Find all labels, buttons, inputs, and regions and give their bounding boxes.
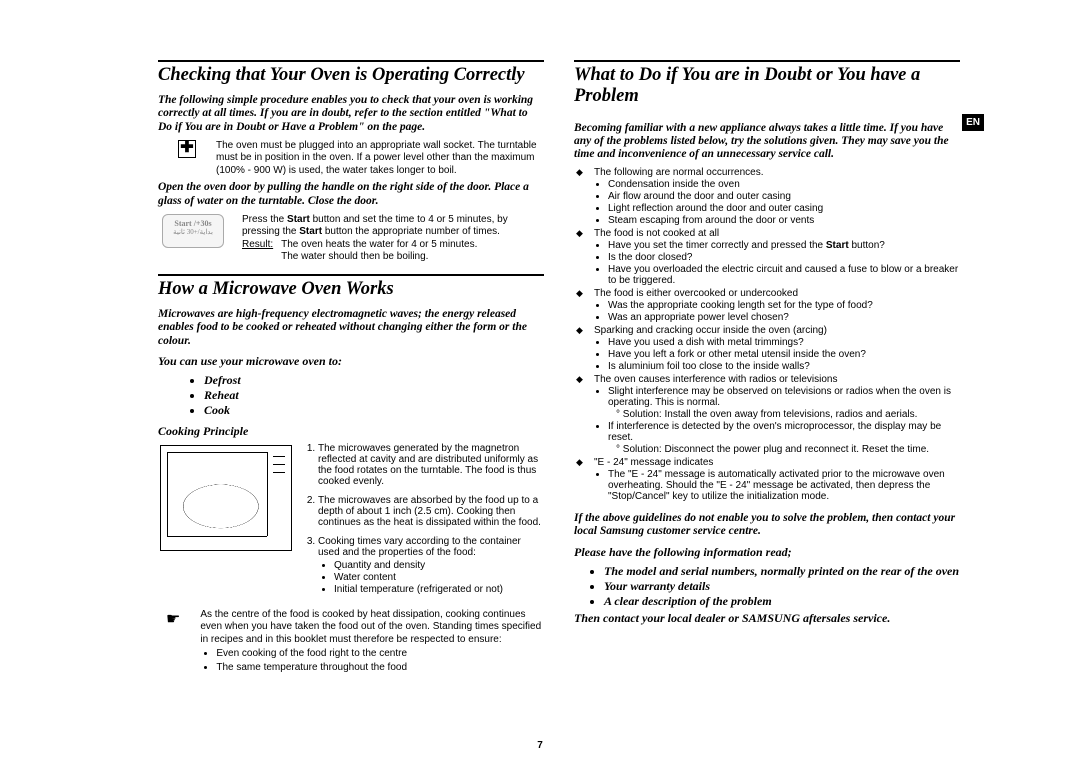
list-item: Quantity and density bbox=[334, 560, 544, 571]
uses-list: Defrost Reheat Cook bbox=[204, 373, 544, 418]
left-column: Checking that Your Oven is Operating Cor… bbox=[158, 58, 544, 743]
list-item: Even cooking of the food right to the ce… bbox=[216, 648, 544, 661]
list-item: Was an appropriate power level chosen? bbox=[608, 312, 960, 323]
trouble-item: Sparking and cracking occur inside the o… bbox=[574, 325, 960, 372]
list-item: Is aluminium foil too close to the insid… bbox=[608, 361, 960, 372]
start-instruction: Start /+30s بداية/+30 ثانية Press the St… bbox=[158, 214, 544, 264]
section-intro: The following simple procedure enables y… bbox=[158, 94, 544, 134]
list-item: Condensation inside the oven bbox=[608, 179, 960, 190]
sub-heading: You can use your microwave oven to: bbox=[158, 354, 544, 369]
pointer-note: ☛ As the centre of the food is cooked by… bbox=[158, 609, 544, 676]
list-item: Cooking times vary according to the cont… bbox=[318, 536, 544, 595]
trouble-item: The food is either overcooked or underco… bbox=[574, 288, 960, 323]
list-item: The model and serial numbers, normally p… bbox=[604, 564, 960, 579]
trouble-item: "E - 24" message indicates The "E - 24" … bbox=[574, 457, 960, 502]
list-item: Is the door closed? bbox=[608, 252, 960, 263]
list-item: Was the appropriate cooking length set f… bbox=[608, 300, 960, 311]
important-note: ✚ The oven must be plugged into an appro… bbox=[158, 140, 544, 178]
list-item: The "E - 24" message is automatically ac… bbox=[608, 469, 960, 502]
troubleshooting-list: The following are normal occurrences. Co… bbox=[574, 167, 960, 502]
food-properties-list: Quantity and density Water content Initi… bbox=[334, 560, 544, 595]
list-item: Have you set the timer correctly and pre… bbox=[608, 240, 960, 251]
list-item: Have you used a dish with metal trimming… bbox=[608, 337, 960, 348]
list-item: The microwaves generated by the magnetro… bbox=[318, 443, 544, 487]
section-heading: How a Microwave Oven Works bbox=[158, 274, 544, 300]
sub-heading: Cooking Principle bbox=[158, 424, 544, 439]
list-item: Have you overloaded the electric circuit… bbox=[608, 264, 960, 286]
closing-text: If the above guidelines do not enable yo… bbox=[574, 512, 960, 538]
section-intro: Microwaves are high-frequency electromag… bbox=[158, 308, 544, 348]
list-item: A clear description of the problem bbox=[604, 594, 960, 609]
note-text: The oven must be plugged into an appropr… bbox=[216, 140, 544, 178]
trouble-item: The oven causes interference with radios… bbox=[574, 374, 960, 455]
manual-page: EN Checking that Your Oven is Operating … bbox=[0, 0, 1080, 763]
list-item: Solution: Install the oven away from tel… bbox=[626, 409, 960, 420]
list-item: Initial temperature (refrigerated or not… bbox=[334, 584, 544, 595]
instruction-body: Press the Start button and set the time … bbox=[242, 214, 544, 264]
list-item: If interference is detected by the oven'… bbox=[608, 421, 960, 455]
closing-list: The model and serial numbers, normally p… bbox=[604, 564, 960, 609]
list-item: Your warranty details bbox=[604, 579, 960, 594]
plus-icon: ✚ bbox=[178, 140, 196, 158]
trouble-item: The following are normal occurrences. Co… bbox=[574, 167, 960, 226]
page-number: 7 bbox=[537, 740, 543, 751]
list-item: Defrost bbox=[204, 373, 544, 388]
list-item: Cook bbox=[204, 403, 544, 418]
list-item: Have you left a fork or other metal uten… bbox=[608, 349, 960, 360]
result-label: Result: bbox=[242, 239, 273, 264]
list-item: The microwaves are absorbed by the food … bbox=[318, 495, 544, 528]
list-item: Steam escaping from around the door or v… bbox=[608, 215, 960, 226]
pointer-text: As the centre of the food is cooked by h… bbox=[200, 609, 544, 676]
right-column: What to Do if You are in Doubt or You ha… bbox=[574, 58, 960, 743]
section-heading: What to Do if You are in Doubt or You ha… bbox=[574, 60, 960, 108]
list-item: Slight interference may be observed on t… bbox=[608, 386, 960, 420]
trouble-item: The food is not cooked at all Have you s… bbox=[574, 228, 960, 286]
list-item: Air flow around the door and outer casin… bbox=[608, 191, 960, 202]
list-item: Light reflection around the door and out… bbox=[608, 203, 960, 214]
list-item: Solution: Disconnect the power plug and … bbox=[626, 444, 960, 455]
closing-final: Then contact your local dealer or SAMSUN… bbox=[574, 611, 960, 626]
instruction-text: Open the oven door by pulling the handle… bbox=[158, 181, 544, 207]
pointer-icon: ☛ bbox=[166, 609, 180, 676]
list-item: Water content bbox=[334, 572, 544, 583]
list-item: Reheat bbox=[204, 388, 544, 403]
list-item: The same temperature throughout the food bbox=[216, 662, 544, 675]
start-button-image: Start /+30s بداية/+30 ثانية bbox=[162, 214, 224, 248]
closing-sub: Please have the following information re… bbox=[574, 545, 960, 560]
language-tab: EN bbox=[962, 114, 984, 131]
section-heading: Checking that Your Oven is Operating Cor… bbox=[158, 60, 544, 86]
section-intro: Becoming familiar with a new appliance a… bbox=[574, 122, 960, 162]
oven-diagram bbox=[160, 445, 292, 551]
